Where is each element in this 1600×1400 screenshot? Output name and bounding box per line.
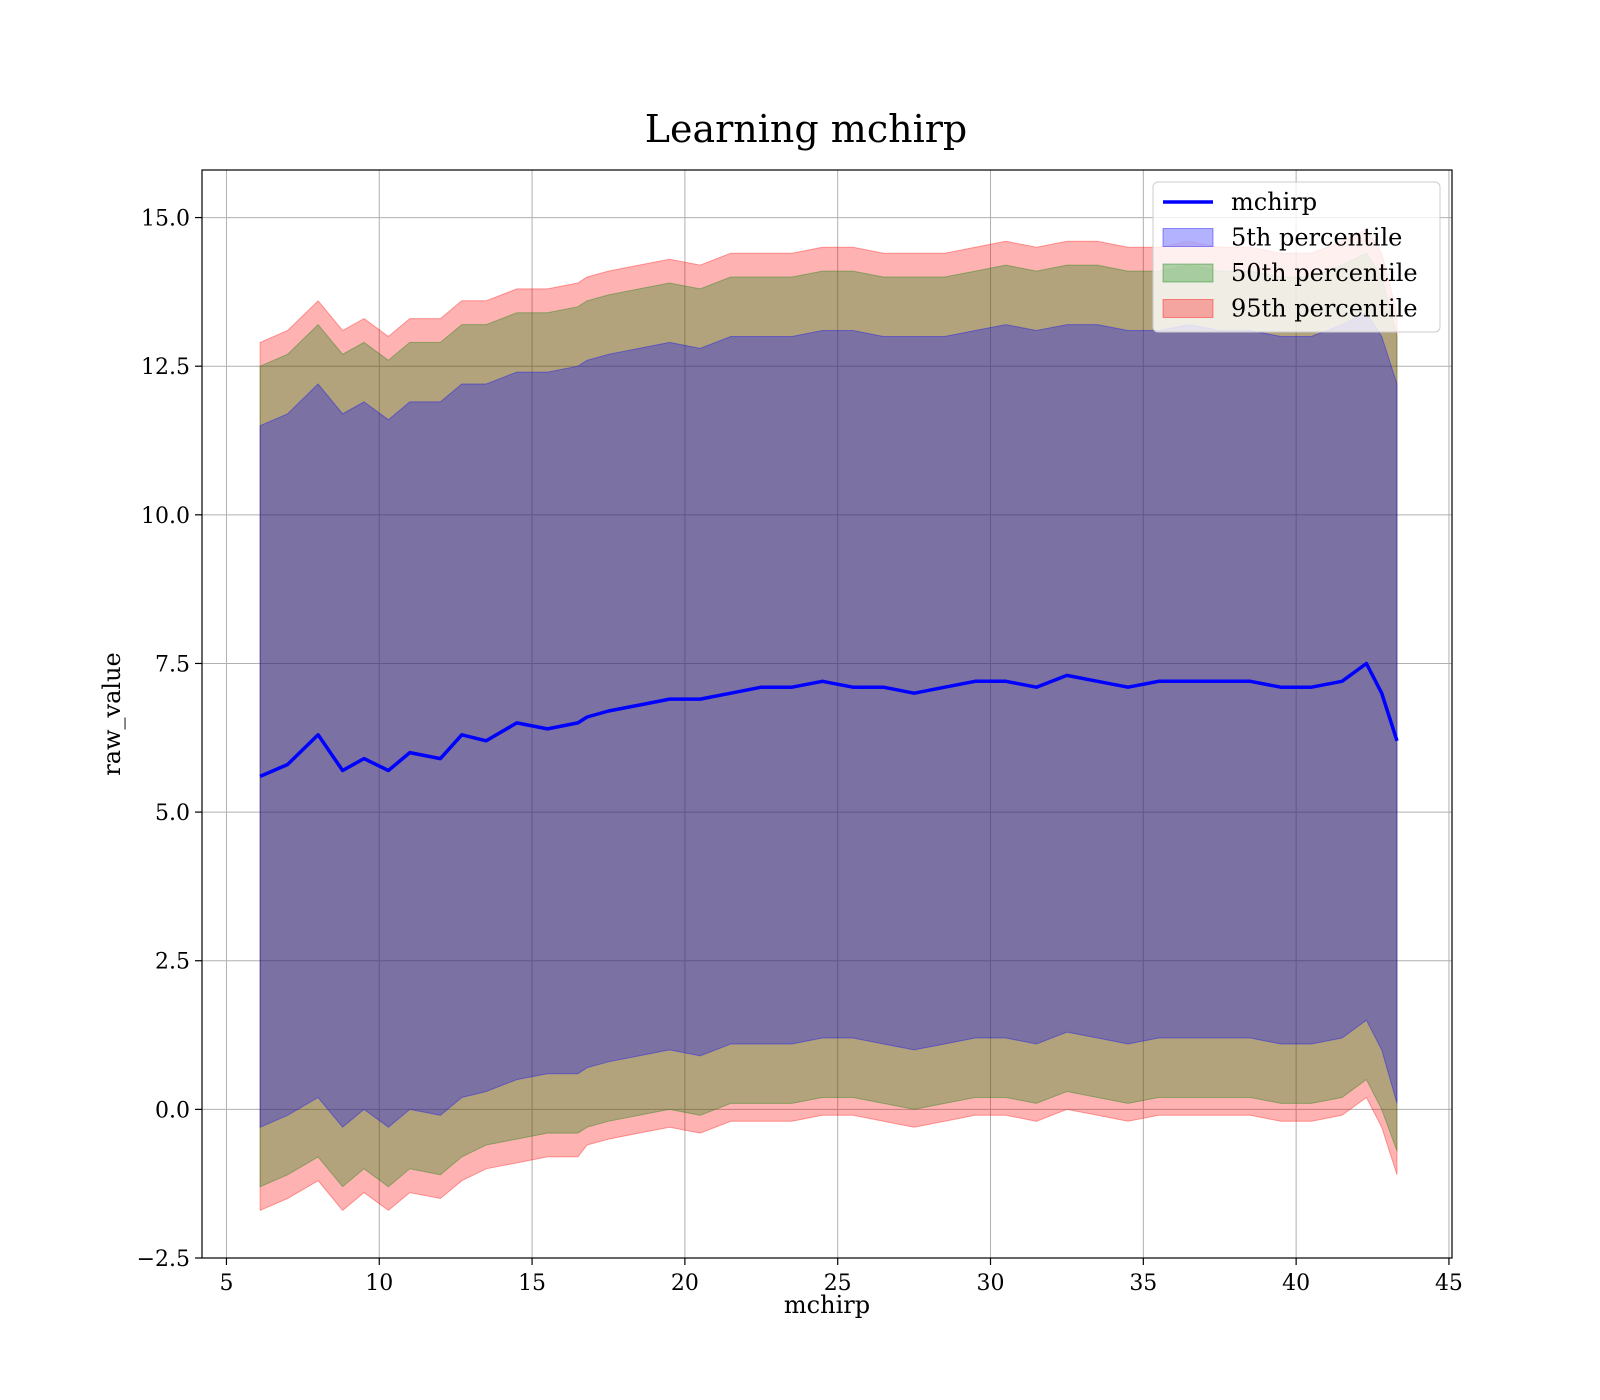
series-line-mchirp: [259, 661, 1399, 779]
x-axis-label: mchirp: [784, 1291, 870, 1319]
x-tick-label: 30: [977, 1271, 1005, 1296]
x-tick-label: 45: [1435, 1271, 1463, 1296]
x-tick-label: 10: [365, 1271, 393, 1296]
y-tick-label: 5.0: [155, 801, 190, 826]
x-axis-ticks: 5 10 15 20 25 30 35 40 45: [219, 1258, 1463, 1296]
y-tick-label: 15.0: [141, 207, 190, 232]
gridlines: [202, 170, 1452, 1259]
y-tick-label: 0.0: [155, 1098, 190, 1123]
y-tick-label: 7.5: [155, 652, 190, 677]
y-tick-label: 2.5: [155, 950, 190, 975]
x-tick-label: 35: [1129, 1271, 1157, 1296]
band-50th-percentile: [259, 252, 1398, 1188]
series-lines: [259, 661, 1399, 779]
y-axis-label: raw_value: [98, 652, 126, 776]
legend-label: 5th percentile: [1231, 224, 1402, 252]
legend-swatch-patch: [1162, 263, 1214, 283]
legend-label: mchirp: [1231, 188, 1317, 216]
legend-swatch-patch: [1162, 228, 1214, 247]
percentile-bands: [259, 228, 1398, 1212]
chart-title: Learning mchirp: [645, 107, 967, 151]
x-tick-label: 15: [518, 1271, 546, 1296]
x-tick-label: 25: [824, 1271, 852, 1296]
y-tick-label: 12.5: [141, 355, 190, 380]
legend-label: 50th percentile: [1231, 259, 1418, 287]
legend-swatch-patch: [1162, 299, 1214, 318]
y-tick-label: 10.0: [141, 504, 190, 529]
x-tick-label: 20: [671, 1271, 699, 1296]
band-5th-percentile: [259, 312, 1398, 1128]
x-tick-label: 5: [219, 1271, 233, 1296]
legend-box: [1152, 181, 1441, 333]
x-tick-label: 40: [1282, 1271, 1310, 1296]
band-95th-percentile: [259, 228, 1398, 1212]
y-axis-ticks: −2.5 0.0 2.5 5.0 7.5 10.0 12.5 15.0: [137, 207, 202, 1272]
legend-label: 95th percentile: [1231, 295, 1418, 323]
plot-frame: [201, 169, 1453, 1259]
legend: mchirp 5th percentile 50th percentile 95th …: [1152, 181, 1441, 333]
y-tick-label: −2.5: [137, 1247, 190, 1272]
